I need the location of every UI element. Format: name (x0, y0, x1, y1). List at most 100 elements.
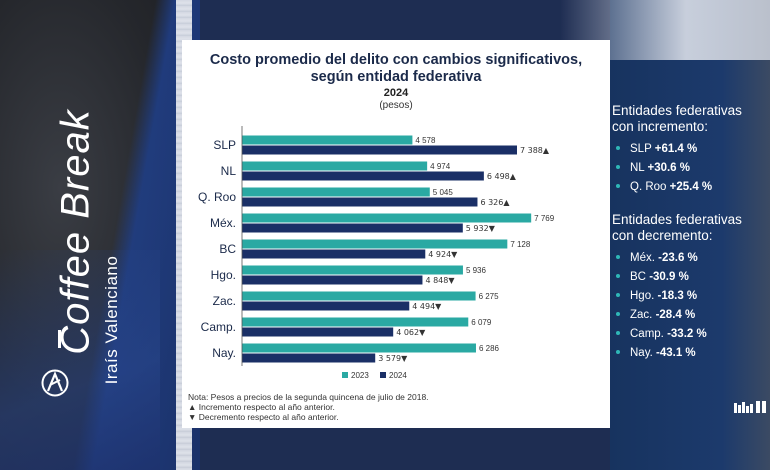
state-change: -23.6 % (658, 252, 698, 264)
bar-label-2023: 5 936 (466, 266, 487, 275)
bar-label-2024: 6 326▲ (480, 198, 510, 207)
bar-2023 (242, 135, 413, 145)
list-item: SLP +61.4 % (612, 140, 742, 159)
background-right-panel (610, 0, 770, 470)
bar-2023 (242, 161, 428, 171)
bullet-icon (616, 311, 620, 316)
decrease-list: Entidades federativas con decremento: Mé… (612, 212, 742, 363)
chart-title-line2: según entidad federativa (310, 69, 482, 85)
bullet-icon (616, 145, 620, 150)
list-item: NL +30.6 % (612, 159, 742, 178)
bar-label-2024: 5 932▼ (466, 224, 496, 233)
state-name: Q. Roo (630, 181, 667, 193)
bar-2023 (242, 213, 532, 223)
bar-2023 (242, 317, 469, 327)
note-line: ▼ Decremento respecto al año anterior. (188, 412, 339, 422)
category-label: Méx. (210, 216, 236, 230)
state-change: -33.2 % (667, 328, 707, 340)
bar-2023 (242, 343, 476, 353)
category-label: BC (219, 242, 236, 256)
bar-2024 (242, 275, 423, 285)
list-item: Hgo. -18.3 % (612, 287, 742, 306)
bar-label-2024: 7 388▲ (520, 146, 550, 155)
brand-logo-icon (41, 369, 69, 397)
bar-label-2023: 7 769 (534, 214, 555, 223)
bar-label-2024: 4 062▼ (396, 328, 426, 337)
legend-swatch-2024 (380, 372, 386, 378)
list-item: Zac. -28.4 % (612, 306, 742, 325)
bar-label-2023: 4 578 (415, 136, 436, 145)
author-name: Iraís Valenciano (102, 255, 121, 385)
bar-2023 (242, 187, 430, 197)
chart-year: 2024 (383, 87, 409, 99)
list-item: Q. Roo +25.4 % (612, 178, 742, 197)
bar-label-2023: 6 079 (471, 318, 492, 327)
bullet-icon (616, 292, 620, 297)
category-label: Zac. (213, 294, 236, 308)
state-name: BC (630, 271, 646, 283)
bar-2024 (242, 249, 426, 259)
bar-label-2023: 6 275 (479, 292, 500, 301)
list-item: Méx. -23.6 % (612, 249, 742, 268)
state-change: -28.4 % (655, 309, 696, 321)
bullet-icon (616, 164, 620, 169)
category-label: NL (221, 164, 237, 178)
bullet-icon (616, 273, 620, 278)
state-name: Méx. (630, 252, 655, 264)
legend-label-2023: 2023 (351, 371, 369, 380)
bar-2024 (242, 353, 376, 363)
decrease-heading-line2: con decremento: (612, 228, 713, 243)
bar-label-2023: 6 286 (479, 344, 500, 353)
brand-separator (58, 330, 61, 348)
state-change: +61.4 % (654, 143, 698, 155)
category-label: SLP (213, 138, 236, 152)
list-item: Camp. -33.2 % (612, 325, 742, 344)
bar-label-2023: 4 974 (430, 162, 451, 171)
bullet-icon (616, 183, 620, 188)
category-label: Nay. (212, 346, 236, 360)
bar-2023 (242, 291, 476, 301)
increase-heading-line2: con incremento: (612, 119, 709, 134)
chart-unit: (pesos) (379, 100, 413, 111)
state-name: Camp. (630, 328, 664, 340)
state-change: +25.4 % (669, 181, 713, 193)
chart-panel: Costo promedio del delito con cambios si… (182, 40, 610, 428)
decrease-heading: Entidades federativas (612, 212, 742, 227)
increase-list: Entidades federativas con incremento: SL… (612, 103, 742, 197)
brand-title: Coffee Break (53, 109, 98, 355)
state-name: Zac. (630, 309, 653, 321)
bar-2024 (242, 197, 478, 207)
bullet-icon (616, 254, 620, 259)
bar-2024 (242, 145, 517, 155)
bar-label-2024: 3 579▼ (378, 354, 408, 363)
state-change: +30.6 % (647, 162, 691, 174)
state-change: -30.9 % (649, 271, 689, 283)
state-change: -18.3 % (657, 290, 698, 302)
bar-label-2024: 4 848▼ (425, 276, 455, 285)
institution-logo-icon (734, 401, 766, 413)
increase-heading: Entidades federativas (612, 103, 742, 118)
bar-2024 (242, 327, 394, 337)
state-change: -43.1 % (656, 347, 696, 359)
note-line: ▲ Incremento respecto al año anterior. (188, 402, 335, 412)
background-blue-lower (0, 250, 160, 470)
bar-2023 (242, 239, 508, 249)
bar-2024 (242, 171, 484, 181)
bar-2024 (242, 223, 463, 233)
state-name: NL (630, 162, 645, 174)
category-label: Hgo. (211, 268, 236, 282)
legend-swatch-2023 (342, 372, 348, 378)
chart-notes: Nota: Pesos a precios de la segunda quin… (188, 392, 429, 422)
bar-2023 (242, 265, 463, 275)
bar-label-2023: 5 045 (433, 188, 454, 197)
list-item: BC -30.9 % (612, 268, 742, 287)
category-label: Q. Roo (198, 190, 236, 204)
legend-label-2024: 2024 (389, 371, 407, 380)
bar-label-2023: 7 128 (510, 240, 531, 249)
state-name: Nay. (630, 347, 653, 359)
bar-2024 (242, 301, 410, 311)
note-line: Nota: Pesos a precios de la segunda quin… (188, 392, 429, 402)
bullet-icon (616, 330, 620, 335)
bar-chart: SLP 4 578 7 388▲ NL 4 974 6 498▲ Q. Roo 5 045 6 … (198, 126, 555, 380)
bar-label-2024: 6 498▲ (487, 172, 517, 181)
